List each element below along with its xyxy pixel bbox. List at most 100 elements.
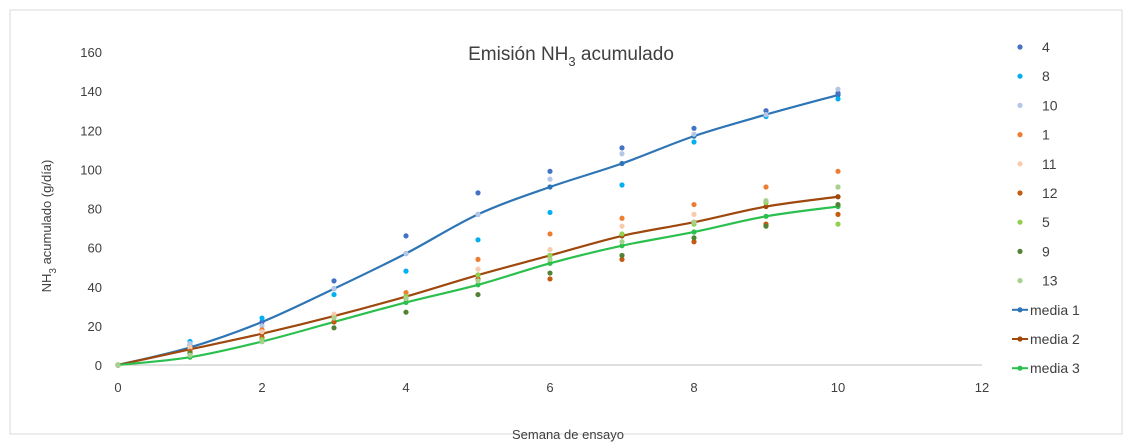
point-series-10 bbox=[187, 340, 193, 347]
point-series-12 bbox=[619, 256, 625, 262]
point-series-10 bbox=[331, 286, 337, 292]
point-series-12 bbox=[691, 239, 697, 245]
point-series-10 bbox=[547, 176, 553, 182]
point-series-11 bbox=[691, 211, 697, 217]
point-series-8 bbox=[475, 237, 481, 243]
point-series-13 bbox=[403, 295, 409, 302]
point-series-8 bbox=[835, 96, 841, 102]
point-series-11 bbox=[619, 223, 625, 229]
point-series-9 bbox=[619, 252, 625, 259]
x-tick-label: 10 bbox=[831, 380, 845, 395]
legend-marker bbox=[1017, 132, 1023, 138]
point-series-13 bbox=[835, 184, 841, 190]
point-series-11 bbox=[547, 246, 553, 253]
point-series-4 bbox=[763, 108, 769, 114]
point-series-8 bbox=[259, 315, 265, 321]
x-tick-label: 0 bbox=[114, 380, 121, 395]
legend-marker bbox=[1017, 102, 1023, 108]
point-series-10 bbox=[763, 112, 769, 118]
y-tick-label: 60 bbox=[88, 241, 102, 256]
point-series-12 bbox=[547, 276, 553, 282]
chart-border bbox=[9, 9, 1123, 435]
legend-label: 13 bbox=[1042, 273, 1058, 289]
point-series-13 bbox=[691, 219, 697, 225]
x-tick-labels: 0 2 4 6 8 10 12 bbox=[114, 380, 989, 395]
point-series-9 bbox=[403, 309, 409, 315]
line-marker-media-3 bbox=[403, 299, 409, 305]
y-tick-labels: 0 20 40 60 80 100 120 140 160 bbox=[80, 45, 102, 373]
point-series-9 bbox=[691, 235, 697, 241]
point-series-13 bbox=[547, 256, 553, 262]
point-series-5 bbox=[619, 231, 625, 237]
legend-label: 1 bbox=[1042, 127, 1050, 143]
line-marker-media-1 bbox=[619, 160, 625, 167]
chart-title: Emisión NH3 acumulado bbox=[468, 44, 674, 69]
x-tick-label: 8 bbox=[690, 380, 697, 395]
y-tick-label: 20 bbox=[88, 319, 102, 334]
point-series-10 bbox=[403, 250, 409, 257]
legend-marker bbox=[1017, 278, 1023, 284]
point-series-10 bbox=[619, 151, 625, 157]
x-tick-label: 12 bbox=[975, 380, 989, 395]
point-series-8 bbox=[403, 268, 409, 274]
legend-marker bbox=[1017, 73, 1023, 79]
point-series-10 bbox=[475, 211, 481, 217]
point-series-11 bbox=[259, 329, 265, 335]
point-series-5 bbox=[475, 272, 481, 278]
point-series-8 bbox=[547, 209, 553, 216]
point-series-4 bbox=[835, 90, 841, 96]
data-points bbox=[115, 86, 841, 368]
x-axis-title: Semana de ensayo bbox=[512, 427, 624, 442]
legend-marker bbox=[1017, 248, 1023, 254]
line-marker-media-2 bbox=[763, 203, 769, 210]
point-series-4 bbox=[619, 145, 625, 151]
legend-label: 9 bbox=[1042, 243, 1050, 259]
line-marker-media-2 bbox=[835, 194, 841, 200]
legend-label: 11 bbox=[1042, 156, 1057, 172]
point-series-9 bbox=[331, 325, 337, 331]
legend-label: media 2 bbox=[1030, 331, 1080, 347]
point-series-9 bbox=[835, 201, 841, 208]
point-series-9 bbox=[547, 270, 553, 276]
line-marker-media-3 bbox=[691, 229, 697, 235]
y-axis-title: NH3 acumulado (g/día) bbox=[39, 160, 59, 293]
point-series-5 bbox=[835, 221, 841, 227]
point-series-13 bbox=[115, 362, 121, 368]
point-series-13 bbox=[763, 198, 769, 204]
point-series-5 bbox=[547, 252, 553, 259]
point-series-8 bbox=[619, 182, 625, 188]
point-series-10 bbox=[835, 86, 841, 92]
line-marker-media-3 bbox=[619, 243, 625, 249]
point-series-12 bbox=[835, 211, 841, 217]
point-series-1 bbox=[475, 256, 481, 262]
point-series-8 bbox=[691, 139, 697, 145]
legend-label: 4 bbox=[1042, 39, 1050, 55]
point-series-8 bbox=[331, 291, 337, 298]
point-series-13 bbox=[475, 278, 481, 284]
y-tick-label: 40 bbox=[88, 280, 102, 295]
point-series-11 bbox=[475, 266, 481, 272]
point-series-13 bbox=[331, 315, 337, 321]
line-marker-media-3 bbox=[475, 282, 481, 288]
x-tick-label: 4 bbox=[402, 380, 409, 395]
point-series-1 bbox=[619, 215, 625, 221]
legend-label: media 3 bbox=[1030, 360, 1080, 376]
x-tick-label: 6 bbox=[546, 380, 553, 395]
line-marker-media-3 bbox=[547, 260, 553, 266]
line-marker-media-3 bbox=[763, 213, 769, 219]
point-series-13 bbox=[619, 239, 625, 245]
point-series-10 bbox=[259, 323, 265, 329]
point-series-11 bbox=[331, 311, 337, 317]
point-series-4 bbox=[331, 278, 337, 284]
point-series-9 bbox=[475, 291, 481, 298]
legend-marker bbox=[1017, 365, 1023, 371]
y-tick-label: 120 bbox=[80, 123, 102, 138]
point-series-1 bbox=[403, 290, 409, 296]
y-tick-label: 160 bbox=[80, 45, 102, 60]
point-series-1 bbox=[835, 168, 841, 174]
legend-marker bbox=[1017, 190, 1023, 196]
point-series-1 bbox=[763, 184, 769, 190]
point-series-4 bbox=[259, 319, 265, 325]
